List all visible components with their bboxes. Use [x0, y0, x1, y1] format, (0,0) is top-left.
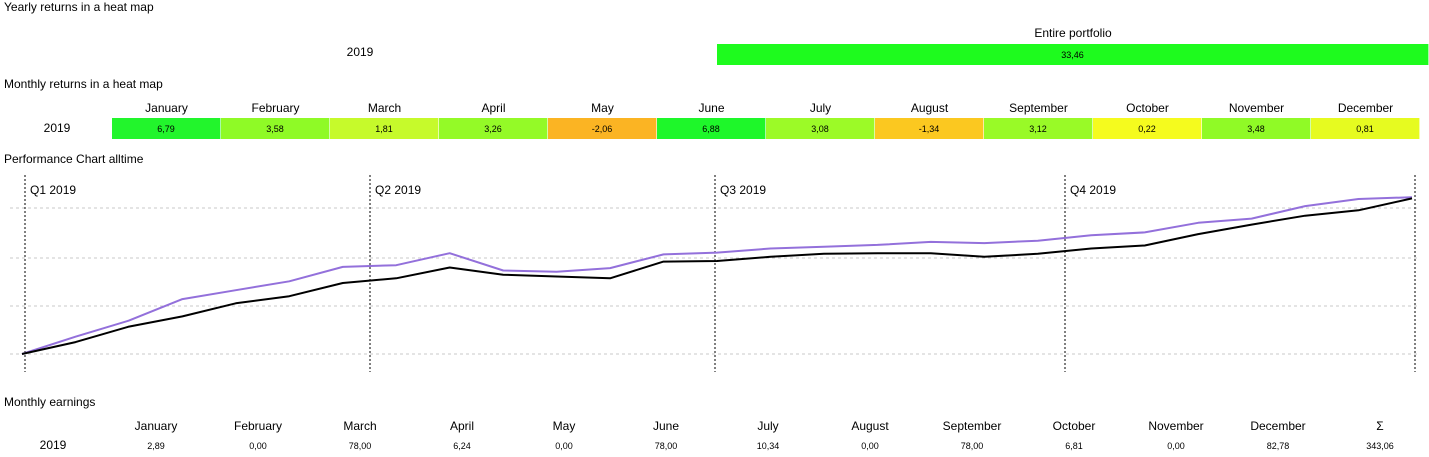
earnings-value: 343,06 [1366, 441, 1394, 451]
month-heat-cell-july[interactable]: 3,08 [766, 118, 875, 139]
month-heat-value: 0,22 [1138, 123, 1156, 134]
month-heat-cell-august[interactable]: -1,34 [875, 118, 984, 139]
month-header-december: December [1337, 101, 1394, 115]
month-heat-value: 6,88 [702, 123, 720, 134]
month-heat-value: 0,81 [1356, 123, 1374, 134]
month-header-june: June [698, 101, 725, 115]
earnings-year-label: 2019 [39, 438, 67, 452]
yearly-year-label: 2019 [346, 45, 374, 59]
earnings-header: Σ [1376, 419, 1384, 433]
month-heat-value: 3,12 [1029, 123, 1047, 134]
month-heat-cell-may[interactable]: -2,06 [548, 118, 657, 139]
yearly-section-title: Yearly returns in a heat map [4, 0, 154, 14]
earnings-value: 78,00 [348, 441, 372, 451]
month-heat-cell-september[interactable]: 3,12 [984, 118, 1093, 139]
earnings-header: May [552, 419, 576, 433]
yearly-heat-cell[interactable]: 33,46 [717, 44, 1429, 65]
earnings-value: 0,00 [555, 441, 573, 451]
month-heat-cell-february[interactable]: 3,58 [221, 118, 330, 139]
month-heat-cell-november[interactable]: 3,48 [1202, 118, 1311, 139]
earnings-header: February [233, 419, 283, 433]
month-header-march: March [367, 101, 402, 115]
series-line-0 [21, 197, 1413, 355]
month-header-may: May [591, 101, 614, 115]
yearly-heat-value: 33,46 [1061, 49, 1084, 60]
month-heat-value: -2,06 [591, 123, 613, 134]
earnings-header: November [1148, 419, 1204, 433]
month-heat-cell-april[interactable]: 3,26 [439, 118, 548, 139]
month-header-october: October [1126, 101, 1169, 115]
earnings-header: October [1052, 419, 1096, 433]
performance-chart: Q1 2019 Q2 2019 Q3 2019 Q4 2019 [10, 175, 1418, 372]
earnings-value: 2,89 [147, 441, 165, 451]
month-heat-value: 1,81 [375, 123, 393, 134]
earnings-value-row: 2,89 0,00 78,00 6,24 0,00 78,00 10,34 0,00 78,00… [105, 441, 1429, 451]
month-header-april: April [481, 101, 506, 115]
month-heat-cell-december[interactable]: 0,81 [1311, 118, 1420, 139]
earnings-section-title: Monthly earnings [4, 395, 96, 409]
month-header-july: July [809, 101, 832, 115]
series-line-1 [21, 196, 1413, 355]
month-heat-value: 6,79 [157, 123, 175, 134]
earnings-header: September [942, 419, 1002, 433]
earnings-value: 0,00 [1167, 441, 1185, 451]
earnings-value: 78,00 [654, 441, 678, 451]
monthly-year-label: 2019 [43, 121, 71, 135]
month-header-february: February [251, 101, 300, 115]
earnings-header: January [134, 419, 178, 433]
month-heat-value: 3,48 [1247, 123, 1265, 134]
quarter-label: Q2 2019 [375, 183, 421, 197]
month-heat-value: 3,58 [266, 123, 284, 134]
month-heat-cell-june[interactable]: 6,88 [657, 118, 766, 139]
earnings-value: 0,00 [249, 441, 267, 451]
earnings-header: December [1250, 419, 1306, 433]
month-header-november: November [1228, 101, 1285, 115]
quarter-label: Q3 2019 [720, 183, 766, 197]
quarter-label: Q4 2019 [1070, 183, 1116, 197]
monthly-header-row: January February March April May June July Augu… [112, 101, 1420, 115]
earnings-header: July [757, 419, 779, 433]
yearly-column-header: Entire portfolio [1034, 26, 1112, 40]
month-heat-cell-january[interactable]: 6,79 [112, 118, 221, 139]
month-heat-value: 3,08 [811, 123, 829, 134]
month-header-january: January [145, 101, 188, 115]
month-header-august: August [910, 101, 949, 115]
earnings-header: March [343, 419, 377, 433]
monthly-heat-row: 6,79 3,58 1,81 3,26 -2,06 6,88 3,08 -1,34 3,12 0,… [112, 118, 1420, 139]
month-heat-value: -1,34 [918, 123, 940, 134]
earnings-value: 6,24 [453, 441, 471, 451]
performance-section-title: Performance Chart alltime [4, 152, 144, 166]
earnings-header: April [449, 419, 474, 433]
earnings-value: 10,34 [756, 441, 780, 451]
quarter-label: Q1 2019 [30, 183, 76, 197]
earnings-header: June [652, 419, 680, 433]
month-heat-cell-march[interactable]: 1,81 [330, 118, 439, 139]
month-heat-cell-october[interactable]: 0,22 [1093, 118, 1202, 139]
earnings-value: 82,78 [1266, 441, 1290, 451]
monthly-section-title: Monthly returns in a heat map [4, 77, 163, 91]
month-header-september: September [1009, 101, 1068, 115]
earnings-header: August [851, 419, 889, 433]
month-heat-value: 3,26 [484, 123, 502, 134]
earnings-value: 0,00 [861, 441, 879, 451]
earnings-header-row: January February March April May June July Augu… [105, 419, 1429, 433]
earnings-value: 78,00 [960, 441, 984, 451]
earnings-value: 6,81 [1065, 441, 1083, 451]
